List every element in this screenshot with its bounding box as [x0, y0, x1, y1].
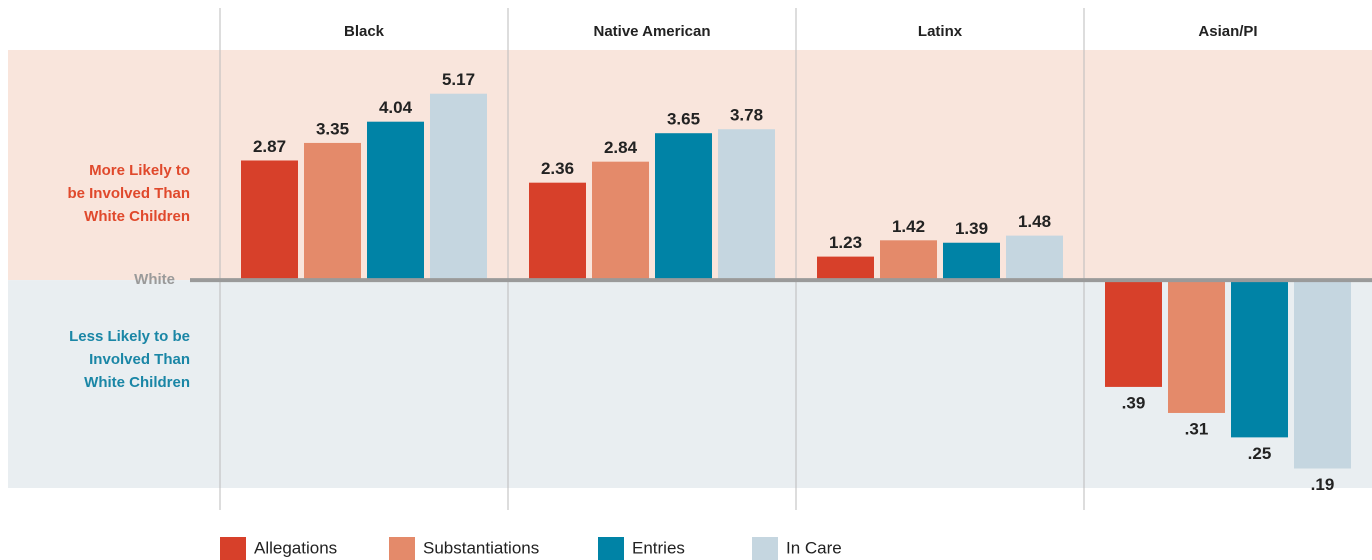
value-label: 2.87 [253, 137, 286, 156]
legend-swatch [752, 537, 778, 560]
lower-band [8, 280, 1372, 488]
bar [880, 240, 937, 281]
legend-swatch [220, 537, 246, 560]
legend-label: Allegations [254, 538, 337, 557]
group-label: Black [344, 23, 385, 40]
group-label: Native American [594, 23, 711, 40]
value-label: 4.04 [379, 98, 413, 117]
region-label: More Likely to [89, 162, 190, 179]
value-label: .25 [1248, 444, 1272, 463]
value-label: 3.78 [730, 106, 763, 125]
region-label: be Involved Than [67, 185, 190, 202]
value-label: 1.39 [955, 219, 988, 238]
bar [1105, 280, 1162, 387]
value-label: 3.35 [316, 119, 349, 138]
bar [592, 161, 649, 281]
group-label: Latinx [918, 23, 963, 40]
bar [304, 142, 361, 281]
bar [430, 93, 487, 281]
value-label: 1.23 [829, 233, 862, 252]
bar [718, 129, 775, 281]
bar [655, 133, 712, 281]
bar [943, 242, 1000, 281]
bar [367, 121, 424, 281]
value-label: 3.65 [667, 110, 700, 129]
legend-swatch [598, 537, 624, 560]
value-label: .19 [1311, 475, 1335, 494]
region-label: White Children [84, 374, 190, 391]
value-label: 5.17 [442, 70, 475, 89]
value-label: .39 [1122, 393, 1146, 412]
value-label: 2.84 [604, 138, 638, 157]
region-label: Involved Than [89, 351, 190, 368]
value-label: 2.36 [541, 159, 574, 178]
bar [817, 256, 874, 281]
value-label: .31 [1185, 419, 1209, 438]
legend-label: Entries [632, 538, 685, 557]
legend-swatch [389, 537, 415, 560]
y-tick-label: White [134, 271, 175, 288]
bar [1294, 280, 1351, 469]
region-label: Less Likely to be [69, 328, 190, 345]
legend-label: In Care [786, 538, 842, 557]
bar [1168, 280, 1225, 413]
group-label: Asian/PI [1198, 23, 1257, 40]
region-label: White Children [84, 208, 190, 225]
legend-label: Substantiations [423, 538, 539, 557]
bar [529, 182, 586, 281]
value-label: 1.48 [1018, 212, 1051, 231]
bar [1006, 235, 1063, 281]
bar [1231, 280, 1288, 438]
value-label: 1.42 [892, 217, 925, 236]
bar [241, 160, 298, 281]
